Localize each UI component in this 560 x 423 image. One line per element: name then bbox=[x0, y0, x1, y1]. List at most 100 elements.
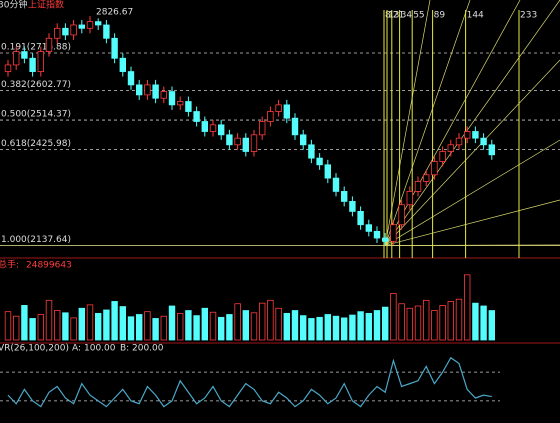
candle-body bbox=[185, 101, 192, 112]
time-cycle-label: 144 bbox=[467, 11, 484, 21]
period-label: 30分钟 bbox=[0, 0, 27, 11]
volume-bar bbox=[226, 314, 233, 341]
candle-body bbox=[234, 137, 241, 146]
volume-total: 24899643 bbox=[26, 261, 72, 271]
candle-body bbox=[390, 224, 397, 242]
candle-body bbox=[78, 24, 85, 29]
volume-bar bbox=[324, 314, 331, 341]
candle-body bbox=[332, 177, 340, 192]
candle-body bbox=[398, 204, 405, 226]
candle-body bbox=[455, 137, 463, 146]
candle-body bbox=[463, 131, 471, 139]
candle-body bbox=[127, 71, 135, 86]
volume-bar bbox=[480, 305, 487, 341]
volume-bar bbox=[488, 310, 495, 341]
volume-bar bbox=[127, 316, 135, 341]
candle-body bbox=[406, 191, 413, 206]
candle-body bbox=[62, 27, 69, 36]
volume-bar bbox=[398, 303, 405, 341]
candle-body bbox=[29, 57, 36, 72]
volume-bar bbox=[242, 310, 249, 341]
volume-bar bbox=[291, 310, 299, 341]
candle-body bbox=[488, 144, 495, 156]
gann-fan-line bbox=[384, 59, 560, 246]
volume-bar bbox=[381, 306, 389, 341]
candle-body bbox=[316, 157, 323, 166]
volume-bar bbox=[176, 312, 184, 341]
fib-label: 0.382(2602.77) bbox=[1, 80, 71, 90]
volume-bar bbox=[340, 317, 348, 341]
volume-bar bbox=[78, 307, 85, 341]
gann-fan-line bbox=[384, 0, 471, 246]
volume-bar bbox=[193, 315, 200, 341]
candle-body bbox=[267, 111, 274, 122]
volume-bar bbox=[144, 311, 151, 341]
volume-bar bbox=[103, 309, 110, 341]
volume-bar bbox=[54, 310, 61, 341]
volume-bar bbox=[37, 314, 44, 341]
time-cycle-label: 34 bbox=[401, 11, 413, 21]
fib-label: 0.191(2715.88) bbox=[1, 42, 71, 52]
candle-body bbox=[381, 237, 389, 242]
volume-bar bbox=[439, 305, 446, 341]
candle-body bbox=[193, 111, 200, 122]
candle-body bbox=[291, 117, 299, 136]
candle-body bbox=[152, 84, 159, 99]
candle-body bbox=[283, 104, 290, 119]
volume-bar bbox=[217, 316, 225, 341]
volume-bar bbox=[357, 311, 364, 341]
indicator-line bbox=[7, 356, 492, 408]
volume-bar bbox=[21, 305, 28, 341]
volume-bar bbox=[316, 316, 323, 341]
time-cycle-label: 13 bbox=[388, 11, 399, 21]
volume-bar bbox=[209, 311, 217, 341]
volume-bar bbox=[447, 301, 454, 341]
volume-bar bbox=[185, 310, 192, 341]
candle-body bbox=[472, 131, 479, 139]
volume-bar bbox=[95, 312, 102, 341]
candle-body bbox=[217, 124, 225, 136]
volume-bar bbox=[12, 315, 20, 341]
candle-body bbox=[103, 24, 110, 39]
time-cycle-label: 8 bbox=[385, 11, 391, 21]
time-cycle-label: 233 bbox=[520, 11, 537, 21]
volume-bar bbox=[431, 310, 438, 341]
volume-bar bbox=[152, 318, 159, 341]
readout-name: B: bbox=[120, 344, 129, 354]
candle-body bbox=[111, 37, 118, 59]
volume-bar bbox=[390, 293, 397, 341]
candle-body bbox=[357, 210, 364, 226]
candle-body bbox=[86, 21, 94, 29]
indicator-label: VR(26,100,200) bbox=[0, 344, 69, 354]
volume-bar bbox=[111, 301, 118, 341]
gann-fan-line bbox=[384, 0, 521, 246]
volume-bar bbox=[283, 312, 290, 341]
candle-body bbox=[480, 137, 487, 146]
fib-label: 0.500(2514.37) bbox=[1, 110, 71, 120]
volume-bar bbox=[119, 306, 126, 341]
fib-label: 0.618(2425.98) bbox=[1, 139, 71, 149]
volume-bar bbox=[472, 302, 479, 341]
gann-fan-line bbox=[384, 0, 431, 246]
index-name: 上证指数 bbox=[28, 0, 64, 11]
volume-bar bbox=[332, 315, 340, 341]
candle-body bbox=[365, 224, 372, 232]
volume-bar bbox=[365, 312, 372, 341]
candle-body bbox=[447, 144, 454, 152]
candle-body bbox=[349, 201, 356, 212]
volume-bar bbox=[463, 274, 471, 341]
volume-bar bbox=[414, 305, 422, 341]
candle-body bbox=[144, 84, 151, 96]
candle-body bbox=[201, 121, 208, 132]
peak-label: 2826.67 bbox=[96, 8, 133, 18]
candle-body bbox=[37, 51, 44, 72]
candle-body bbox=[119, 57, 126, 72]
volume-bar bbox=[275, 307, 282, 341]
volume-bar bbox=[250, 312, 258, 341]
gann-fan-line bbox=[385, 199, 560, 246]
time-cycle-label: 21 bbox=[393, 11, 404, 21]
candle-body bbox=[258, 121, 266, 136]
volume-bar bbox=[308, 318, 315, 341]
candle-body bbox=[4, 64, 12, 72]
